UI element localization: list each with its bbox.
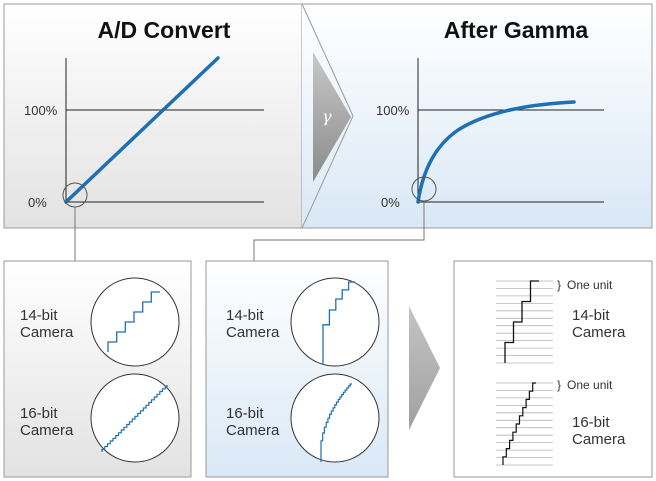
- bl-14bit-steps: [107, 291, 160, 352]
- br-16bit-label: 16-bit: [572, 414, 610, 431]
- br-14bit-camera: Camera: [572, 324, 626, 341]
- ad-label-0: 0%: [28, 195, 47, 210]
- br-14bit-staircase: [504, 280, 539, 363]
- bottom-right-panel: [453, 260, 653, 478]
- gamma-label-100: 100%: [376, 103, 410, 118]
- ad-convert-chart: 100% 0%: [24, 56, 264, 210]
- bm-16bit-label: 16-bit: [226, 405, 264, 422]
- ad-label-100: 100%: [24, 103, 58, 118]
- bl-14bit-camera: Camera: [20, 324, 74, 341]
- br-14bit-one-unit: One unit: [567, 278, 613, 292]
- connector-right: [253, 201, 425, 261]
- bm-14bit-steps: [322, 281, 355, 365]
- bm-14bit-zoom: [290, 277, 380, 367]
- bm-16bit-steps: [320, 383, 352, 462]
- bm-16bit-camera: Camera: [226, 422, 280, 439]
- bm-14bit-camera: Camera: [226, 324, 280, 341]
- br-16bit-brace: }: [557, 378, 561, 392]
- gamma-symbol: γ: [322, 107, 332, 126]
- bl-14bit-zoom: [90, 277, 180, 367]
- bl-16bit-label: 16-bit: [20, 405, 58, 422]
- bl-16bit-camera: Camera: [20, 422, 74, 439]
- gamma-curve: [416, 100, 576, 204]
- br-14bit-label: 14-bit: [572, 307, 610, 324]
- gamma-arrow: [313, 52, 351, 182]
- br-16bit-one-unit: One unit: [567, 378, 613, 392]
- gamma-label-0: 0%: [381, 195, 400, 210]
- right-panel-title: After Gamma: [444, 17, 589, 43]
- br-14bit-gridlines: [496, 280, 553, 364]
- bm-16bit-zoom: [290, 373, 380, 463]
- br-16bit-staircase: [502, 382, 536, 465]
- br-16bit-gridlines: [496, 382, 553, 466]
- br-16bit-camera: Camera: [572, 431, 626, 448]
- br-14bit-brace: }: [557, 278, 561, 292]
- left-panel-title: A/D Convert: [98, 17, 231, 43]
- bl-16bit-steps: [101, 385, 168, 452]
- bottom-arrow: [409, 306, 440, 430]
- bl-14bit-label: 14-bit: [20, 307, 58, 324]
- ad-linear-curve: [64, 56, 220, 204]
- bm-14bit-label: 14-bit: [226, 307, 264, 324]
- top-right-panel: [301, 3, 653, 229]
